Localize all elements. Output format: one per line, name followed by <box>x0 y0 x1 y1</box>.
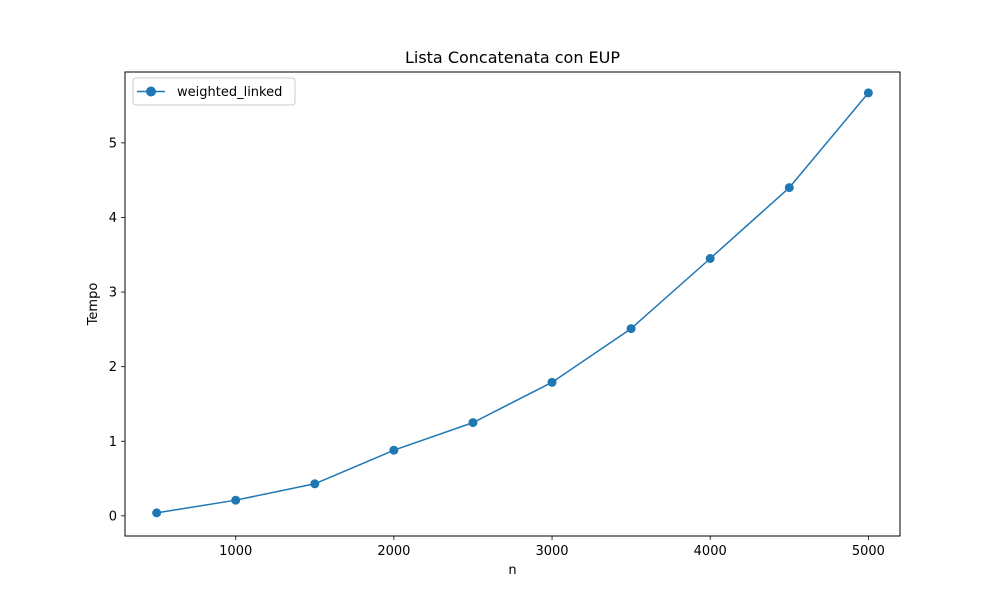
legend-marker-swatch <box>146 86 156 97</box>
y-axis-label: Tempo <box>86 283 101 327</box>
series-layer <box>152 88 873 518</box>
data-point <box>310 479 320 489</box>
y-tick-label: 2 <box>109 360 117 375</box>
data-point <box>705 253 715 263</box>
x-tick-label: 4000 <box>694 544 727 559</box>
legend-box <box>132 77 296 106</box>
data-point <box>547 377 557 387</box>
x-tick-label: 2000 <box>377 544 410 559</box>
legend: weighted_linked <box>132 77 296 106</box>
series-line-weighted-linked <box>156 92 869 514</box>
x-tick-label: 1000 <box>219 544 252 559</box>
data-point <box>231 495 241 505</box>
x-tick-label: 5000 <box>852 544 885 559</box>
x-tick-label: 3000 <box>535 544 568 559</box>
y-tick-label: 5 <box>109 136 117 151</box>
data-point <box>468 418 478 428</box>
data-point <box>626 324 636 334</box>
y-tick-label: 3 <box>109 286 117 301</box>
y-tick-label: 1 <box>109 435 117 450</box>
data-point <box>784 183 794 193</box>
y-axis-ticks: 0 1 2 3 4 5 <box>109 136 125 524</box>
y-tick-label: 4 <box>109 211 117 226</box>
y-tick-label: 0 <box>109 509 117 524</box>
data-point <box>389 445 399 455</box>
data-point <box>863 88 873 98</box>
chart-title: Lista Concatenata con EUP <box>405 48 620 67</box>
data-point <box>152 508 162 518</box>
legend-entry-weighted-linked: weighted_linked <box>177 85 282 100</box>
plot-frame <box>124 71 901 537</box>
x-axis-label: n <box>508 563 516 578</box>
x-axis-ticks: 1000 2000 3000 4000 5000 <box>219 536 885 559</box>
